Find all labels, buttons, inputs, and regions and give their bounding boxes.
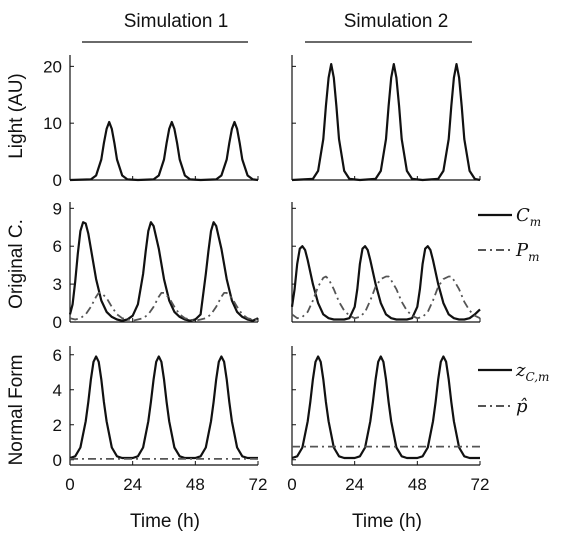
series-line-solid [69, 355, 258, 460]
legend-cm-label: Cm [516, 205, 541, 229]
legend-zcm-label: zC,m [515, 360, 549, 384]
y-tick-label: 10 [43, 114, 62, 133]
row-label-light: Light (AU) [6, 73, 27, 159]
column-title-sim2: Simulation 2 [344, 11, 449, 32]
legend-phat-label: p̂ [516, 396, 528, 417]
series-line-solid [68, 221, 259, 322]
x-tick-label: 72 [471, 475, 490, 494]
x-tick-label: 24 [345, 475, 364, 494]
y-tick-label: 2 [53, 416, 62, 435]
x-tick-label: 48 [408, 475, 427, 494]
x-tick-label: 0 [65, 475, 74, 494]
series-line-solid [291, 355, 480, 460]
panel-orig-sim1: 0 3 6 9 [53, 199, 259, 332]
x-tick-label: 72 [249, 475, 268, 494]
row-label-normal: Normal Form [6, 355, 27, 466]
legend-row3: zC,m p̂ [478, 360, 549, 417]
series-line-solid [290, 245, 481, 321]
y-tick-label: 3 [53, 275, 62, 294]
y-tick-label: 20 [43, 57, 62, 76]
panel-light-sim2 [291, 55, 481, 182]
xlabel-sim1: Time (h) [130, 511, 200, 532]
y-tick-label: 9 [53, 199, 62, 218]
legend-pm-label: Pm [515, 240, 540, 264]
column-title-sim1: Simulation 1 [124, 11, 229, 32]
x-tick-label: 24 [123, 475, 142, 494]
legend-row2: Cm Pm [478, 205, 541, 264]
y-tick-label: 0 [53, 313, 62, 332]
series-line-solid [69, 120, 259, 182]
y-tick-label: 6 [53, 346, 62, 365]
panel-light-sim1: 0 10 20 [43, 55, 259, 190]
x-tick-label: 0 [287, 475, 296, 494]
y-tick-label: 0 [53, 451, 62, 470]
y-tick-label: 6 [53, 237, 62, 256]
series-line-dashdot [291, 275, 481, 320]
series-line-solid [291, 62, 481, 182]
series-line-dashdot [69, 291, 258, 322]
xlabel-sim2: Time (h) [352, 511, 422, 532]
panel-normal-sim2: 0 24 48 72 [287, 346, 489, 494]
panel-orig-sim2 [290, 202, 481, 323]
x-tick-label: 48 [186, 475, 205, 494]
y-tick-label: 4 [53, 381, 62, 400]
row-label-original: Original C. [6, 219, 27, 309]
y-tick-label: 0 [53, 171, 62, 190]
